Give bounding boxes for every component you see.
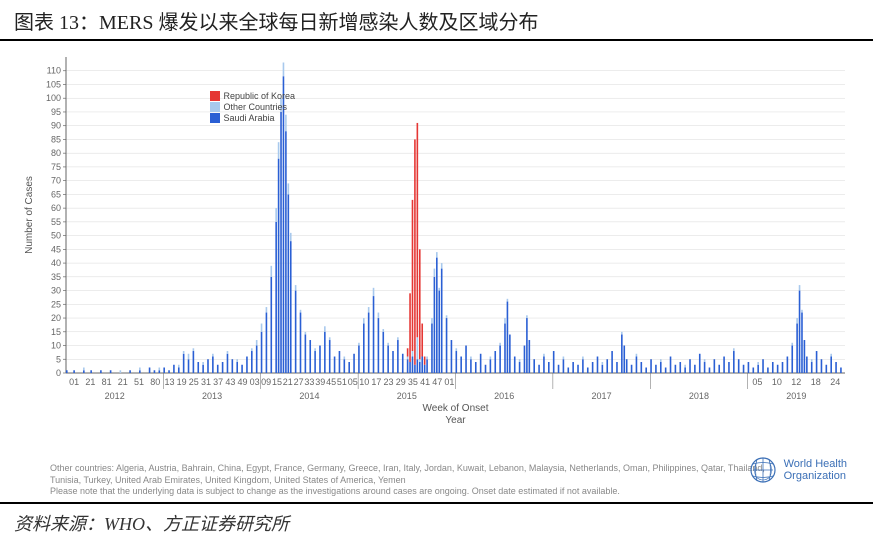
svg-text:35: 35 [51, 272, 61, 282]
svg-text:65: 65 [51, 189, 61, 199]
svg-text:21: 21 [118, 377, 128, 387]
mers-stacked-bar-chart: 0510152025303540455055606570758085909510… [18, 49, 855, 429]
svg-text:31: 31 [201, 377, 211, 387]
svg-text:2016: 2016 [494, 391, 514, 401]
svg-text:23: 23 [384, 377, 394, 387]
svg-text:45: 45 [51, 244, 61, 254]
legend-label: Saudi Arabia [224, 113, 275, 123]
svg-text:24: 24 [830, 377, 840, 387]
svg-text:85: 85 [51, 134, 61, 144]
svg-text:05: 05 [348, 377, 358, 387]
svg-text:10: 10 [772, 377, 782, 387]
legend-swatch [210, 102, 220, 112]
svg-text:70: 70 [51, 176, 61, 186]
figure-title: 图表 13：MERS 爆发以来全球每日新增感染人数及区域分布 [0, 0, 873, 41]
source-label: 资料来源：WHO、方正证券研究所 [0, 502, 873, 542]
svg-text:13: 13 [164, 377, 174, 387]
legend-item: Other Countries [210, 102, 296, 112]
svg-text:51: 51 [337, 377, 347, 387]
who-emblem-icon [748, 455, 778, 485]
svg-text:29: 29 [396, 377, 406, 387]
legend-label: Republic of Korea [224, 91, 296, 101]
svg-text:81: 81 [102, 377, 112, 387]
svg-text:25: 25 [51, 299, 61, 309]
svg-text:35: 35 [408, 377, 418, 387]
footnote-line-2: Tunisia, Turkey, United Arab Emirates, U… [50, 475, 855, 487]
legend-item: Republic of Korea [210, 91, 296, 101]
footnote-line-1: Other countries: Algeria, Austria, Bahra… [50, 463, 855, 475]
who-text-2: Organization [784, 470, 847, 482]
svg-text:105: 105 [46, 79, 61, 89]
svg-text:39: 39 [315, 377, 325, 387]
svg-text:43: 43 [225, 377, 235, 387]
svg-text:2019: 2019 [786, 391, 806, 401]
svg-text:47: 47 [432, 377, 442, 387]
svg-text:2013: 2013 [202, 391, 222, 401]
svg-text:0: 0 [56, 368, 61, 378]
svg-text:110: 110 [47, 66, 61, 76]
svg-text:09: 09 [261, 377, 271, 387]
svg-text:15: 15 [272, 377, 282, 387]
legend-swatch [210, 91, 220, 101]
svg-text:80: 80 [51, 148, 61, 158]
svg-text:10: 10 [359, 377, 369, 387]
svg-text:21: 21 [283, 377, 293, 387]
svg-text:80: 80 [150, 377, 160, 387]
svg-text:2018: 2018 [689, 391, 709, 401]
svg-text:2017: 2017 [592, 391, 612, 401]
svg-text:33: 33 [304, 377, 314, 387]
footnote-line-3: Please note that the underlying data is … [50, 486, 855, 498]
svg-text:05: 05 [752, 377, 762, 387]
svg-text:Year: Year [445, 415, 466, 426]
who-text-1: World Health [784, 458, 847, 470]
chart-area: 0510152025303540455055606570758085909510… [0, 41, 873, 461]
svg-text:50: 50 [51, 231, 61, 241]
svg-text:03: 03 [250, 377, 260, 387]
svg-text:51: 51 [134, 377, 144, 387]
who-logo: World Health Organization [748, 455, 847, 485]
svg-text:60: 60 [51, 203, 61, 213]
svg-text:2014: 2014 [299, 391, 319, 401]
svg-text:55: 55 [51, 217, 61, 227]
svg-text:Week of Onset: Week of Onset [423, 403, 489, 414]
svg-text:49: 49 [237, 377, 247, 387]
svg-text:15: 15 [51, 327, 61, 337]
svg-text:5: 5 [56, 354, 61, 364]
svg-text:45: 45 [326, 377, 336, 387]
svg-text:27: 27 [294, 377, 304, 387]
svg-text:19: 19 [177, 377, 187, 387]
svg-text:30: 30 [51, 286, 61, 296]
svg-text:40: 40 [51, 258, 61, 268]
svg-text:75: 75 [51, 162, 61, 172]
svg-text:10: 10 [51, 341, 61, 351]
svg-text:20: 20 [51, 313, 61, 323]
svg-text:Number of Cases: Number of Cases [24, 176, 35, 254]
svg-text:2012: 2012 [105, 391, 125, 401]
svg-text:01: 01 [444, 377, 454, 387]
footnote-block: Other countries: Algeria, Austria, Bahra… [0, 461, 873, 502]
svg-text:18: 18 [811, 377, 821, 387]
svg-text:17: 17 [371, 377, 381, 387]
svg-text:01: 01 [69, 377, 79, 387]
chart-legend: Republic of KoreaOther CountriesSaudi Ar… [210, 91, 296, 124]
svg-text:37: 37 [213, 377, 223, 387]
svg-text:12: 12 [791, 377, 801, 387]
svg-text:41: 41 [420, 377, 430, 387]
legend-item: Saudi Arabia [210, 113, 296, 123]
svg-text:100: 100 [46, 93, 61, 103]
svg-text:90: 90 [51, 121, 61, 131]
legend-label: Other Countries [224, 102, 288, 112]
svg-text:2015: 2015 [397, 391, 417, 401]
svg-text:25: 25 [189, 377, 199, 387]
svg-text:95: 95 [51, 107, 61, 117]
legend-swatch [210, 113, 220, 123]
svg-text:21: 21 [85, 377, 95, 387]
